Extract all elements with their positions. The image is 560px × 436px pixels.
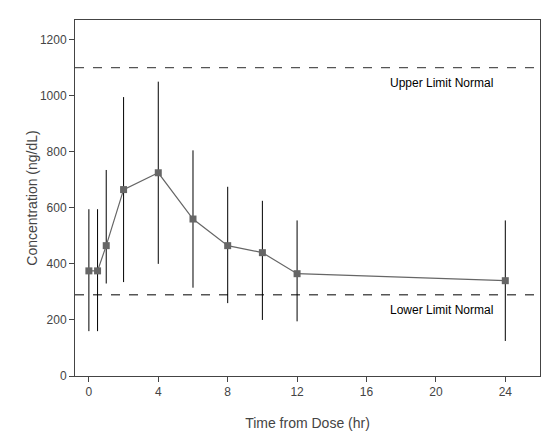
svg-text:0: 0: [86, 385, 93, 399]
svg-text:24: 24: [499, 385, 513, 399]
svg-text:16: 16: [360, 385, 374, 399]
svg-text:Time from Dose (hr): Time from Dose (hr): [245, 415, 370, 431]
svg-text:8: 8: [224, 385, 231, 399]
svg-text:Upper Limit Normal: Upper Limit Normal: [390, 76, 493, 90]
svg-text:Concentration (ng/dL): Concentration (ng/dL): [24, 130, 40, 265]
svg-text:20: 20: [429, 385, 443, 399]
svg-text:12: 12: [290, 385, 304, 399]
svg-text:0: 0: [60, 369, 67, 383]
svg-text:1200: 1200: [40, 33, 67, 47]
svg-text:4: 4: [155, 385, 162, 399]
svg-text:200: 200: [47, 313, 67, 327]
svg-text:600: 600: [47, 201, 67, 215]
svg-text:400: 400: [47, 257, 67, 271]
svg-text:Lower Limit Normal: Lower Limit Normal: [390, 303, 493, 317]
svg-text:800: 800: [47, 145, 67, 159]
svg-text:1000: 1000: [40, 89, 67, 103]
